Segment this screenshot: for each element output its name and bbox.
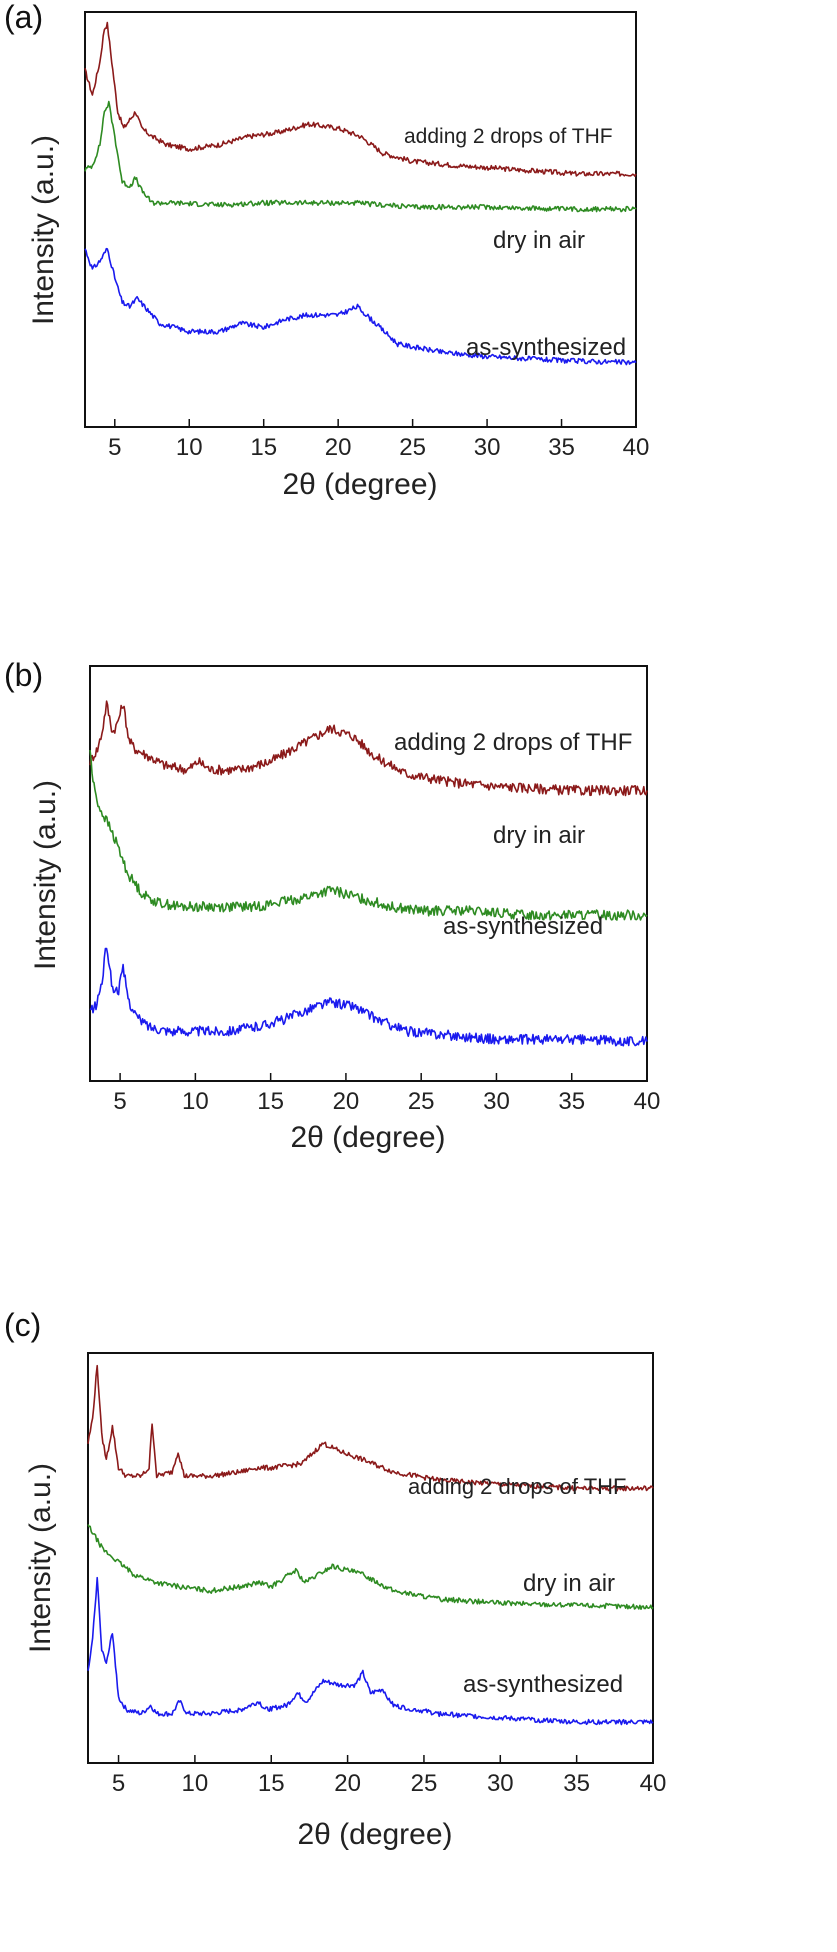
- series-layer: [84, 21, 637, 366]
- x-tick-label: 35: [563, 1770, 590, 1797]
- panel-label: (a): [4, 0, 43, 35]
- xrd-chart-b: (b) 5 10 15 20 25 30 35 40 adding 2 drops of TH…: [4, 657, 660, 1154]
- x-tick-label: 20: [333, 1088, 360, 1115]
- series-line-dry-in-air: [84, 100, 637, 213]
- x-tick-label: 5: [112, 1770, 125, 1797]
- panel-label: (c): [4, 1307, 41, 1343]
- x-tick-label: 10: [182, 1088, 209, 1115]
- x-tick-label: 25: [399, 434, 426, 461]
- series-label-as-synthesized: as-synthesized: [466, 334, 626, 361]
- series-line-thf: [84, 21, 637, 177]
- x-tick-label: 10: [182, 1770, 209, 1797]
- x-tick-label: 5: [113, 1088, 126, 1115]
- series-line-as-synthesized: [87, 1576, 654, 1726]
- y-axis-title: Intensity (a.u.): [24, 1463, 57, 1653]
- panel-a: (a) 5 10 15 20 25 30 35 40 adding 2 drops of TH…: [0, 0, 837, 650]
- x-axis-title: 2θ (degree): [282, 468, 437, 501]
- x-tick-label: 25: [408, 1088, 435, 1115]
- xrd-chart-c: (c) 5 10 15 20 25 30 35 40 adding 2 drops of TH…: [4, 1307, 666, 1851]
- x-tick-label: 40: [634, 1088, 661, 1115]
- series-line-thf: [89, 700, 648, 797]
- x-tick-label: 20: [334, 1770, 361, 1797]
- y-axis-title: Intensity (a.u.): [29, 780, 62, 970]
- x-tick-label: 20: [325, 434, 352, 461]
- x-tick-label: 25: [411, 1770, 438, 1797]
- x-tick-label: 40: [623, 434, 650, 461]
- tick-layer: 5 10 15 20 25 30 35 40: [108, 419, 649, 461]
- series-label-as-synthesized: as-synthesized: [463, 1671, 623, 1698]
- series-line-as-synthesized: [89, 947, 648, 1047]
- series-label-dry: dry in air: [493, 822, 585, 849]
- series-label-thf: adding 2 drops of THF: [404, 125, 613, 148]
- tick-layer: 5 10 15 20 25 30 35 40: [112, 1755, 666, 1797]
- xrd-chart-a: (a) 5 10 15 20 25 30 35 40 adding 2 drops of TH…: [4, 0, 649, 501]
- x-tick-label: 30: [483, 1088, 510, 1115]
- series-label-thf: adding 2 drops of THF: [394, 729, 632, 756]
- series-label-thf: adding 2 drops of THF: [408, 1474, 627, 1499]
- x-tick-label: 35: [558, 1088, 585, 1115]
- series-line-dry-in-air: [89, 749, 648, 921]
- panel-label: (b): [4, 657, 43, 693]
- series-label-dry: dry in air: [493, 227, 585, 254]
- x-tick-label: 40: [640, 1770, 667, 1797]
- series-label-as-synthesized: as-synthesized: [443, 913, 603, 940]
- x-tick-label: 15: [258, 1770, 285, 1797]
- x-tick-label: 10: [176, 434, 203, 461]
- tick-layer: 5 10 15 20 25 30 35 40: [113, 1073, 660, 1115]
- plot-frame: [84, 11, 637, 428]
- series-label-dry: dry in air: [523, 1570, 615, 1597]
- series-layer: [89, 700, 648, 1047]
- series-line-as-synthesized: [84, 247, 637, 366]
- x-axis-title: 2θ (degree): [290, 1121, 445, 1154]
- series-line-dry-in-air: [87, 1524, 654, 1610]
- x-tick-label: 35: [548, 434, 575, 461]
- x-tick-label: 15: [257, 1088, 284, 1115]
- panel-c: (c) 5 10 15 20 25 30 35 40 adding 2 drops of TH…: [0, 1300, 837, 1952]
- plot-frame: [89, 665, 648, 1082]
- series-layer: [87, 1364, 654, 1726]
- x-axis-title: 2θ (degree): [297, 1818, 452, 1851]
- series-line-thf: [87, 1364, 654, 1492]
- x-tick-label: 30: [487, 1770, 514, 1797]
- plot-frame: [87, 1352, 654, 1764]
- x-tick-label: 15: [250, 434, 277, 461]
- x-tick-label: 5: [108, 434, 121, 461]
- panel-b: (b) 5 10 15 20 25 30 35 40 adding 2 drops of TH…: [0, 650, 837, 1300]
- y-axis-title: Intensity (a.u.): [27, 135, 60, 325]
- x-tick-label: 30: [474, 434, 501, 461]
